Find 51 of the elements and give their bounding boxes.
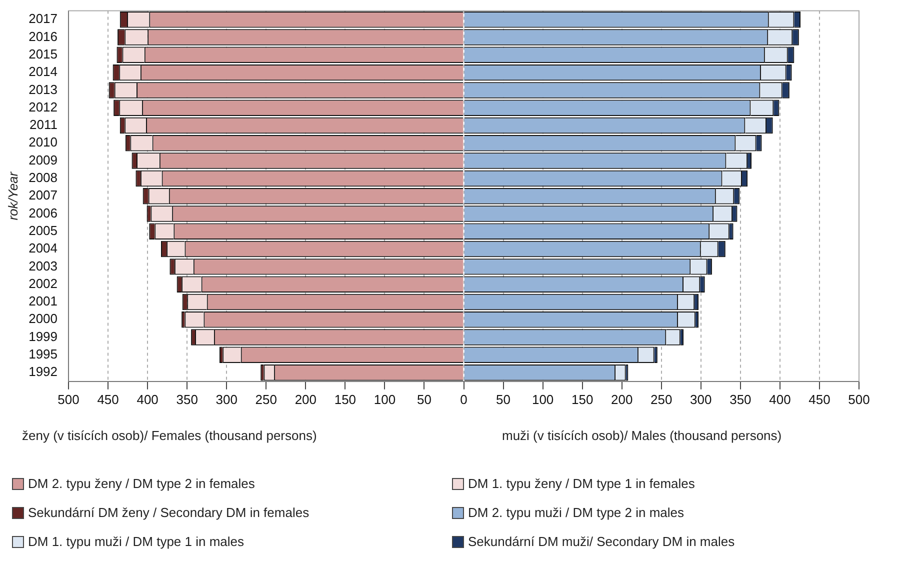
y-tick-label: 2012: [28, 99, 58, 114]
y-tick-label: 2002: [28, 276, 58, 291]
y-tick-label: 2006: [28, 205, 58, 220]
x-tick-label: 150: [334, 392, 356, 407]
text: muži (v tisících osob)/ Males (thousand persons): [502, 428, 782, 443]
y-tick-label: 2004: [28, 240, 58, 256]
y-tick-label: 1995: [28, 346, 58, 362]
y-tick-label: 2013: [28, 82, 58, 97]
y-tick-label: 2014: [28, 64, 58, 80]
x-tick-label: 150: [571, 392, 594, 407]
y-tick-label: 2007: [28, 188, 58, 203]
y-tick-label: 2008: [28, 170, 58, 186]
y-tick-label: 1999: [28, 328, 58, 344]
x-tick-label: 50: [417, 392, 432, 407]
legend-label: DM 2. typu muži / DM type 2 in males: [467, 505, 686, 520]
x-tick-label: 100: [374, 392, 396, 407]
x-tick-label: 200: [294, 392, 317, 407]
x-tick-label: 250: [255, 392, 277, 407]
text: ženy (v tisících osob)/ Females (thousand persons): [22, 428, 317, 443]
x-tick-label: 450: [97, 392, 119, 407]
y-tick-label: 1992: [28, 364, 58, 380]
x-tick-label: 350: [176, 392, 198, 407]
legend-label: DM 1. typu muži / DM type 1 in males: [27, 534, 246, 549]
y-tick-label: 2005: [28, 222, 58, 238]
x-tick-label: 400: [769, 392, 791, 407]
x-tick-label: 500: [848, 392, 870, 407]
legend-label: Sekundární DM muži/ Secondary DM in males: [467, 534, 736, 549]
legend-label: Sekundární DM ženy / Secondary DM in females: [27, 505, 310, 520]
x-tick-label: 300: [216, 392, 238, 407]
y-tick-label: 2017: [28, 11, 58, 26]
x-tick-label: 200: [611, 392, 633, 407]
legend-label: DM 2. typu ženy / DM type 2 in females: [27, 476, 256, 491]
x-tick-label: 0: [460, 392, 468, 407]
x-tick-label: 500: [58, 392, 80, 407]
y-tick-label: 2003: [28, 258, 58, 274]
x-tick-label: 400: [136, 392, 158, 407]
x-tick-label: 300: [690, 392, 712, 407]
y-tick-label: 2000: [28, 311, 58, 326]
x-tick-label: 250: [650, 392, 672, 407]
legend-label: DM 1. typu ženy / DM type 1 in females: [467, 476, 696, 491]
y-tick-label: 2001: [28, 294, 58, 309]
x-tick-label: 50: [496, 392, 511, 407]
x-tick-label: 100: [532, 392, 554, 407]
y-tick-label: 2015: [28, 46, 58, 62]
y-axis-title: rok/Year: [5, 171, 20, 220]
x-tick-label: 450: [808, 392, 830, 407]
y-tick-label: 2016: [28, 28, 58, 44]
x-tick-label: 350: [730, 392, 752, 407]
y-tick-label: 2010: [28, 134, 58, 150]
y-tick-label: 2009: [28, 152, 58, 168]
y-tick-label: 2011: [30, 117, 58, 132]
